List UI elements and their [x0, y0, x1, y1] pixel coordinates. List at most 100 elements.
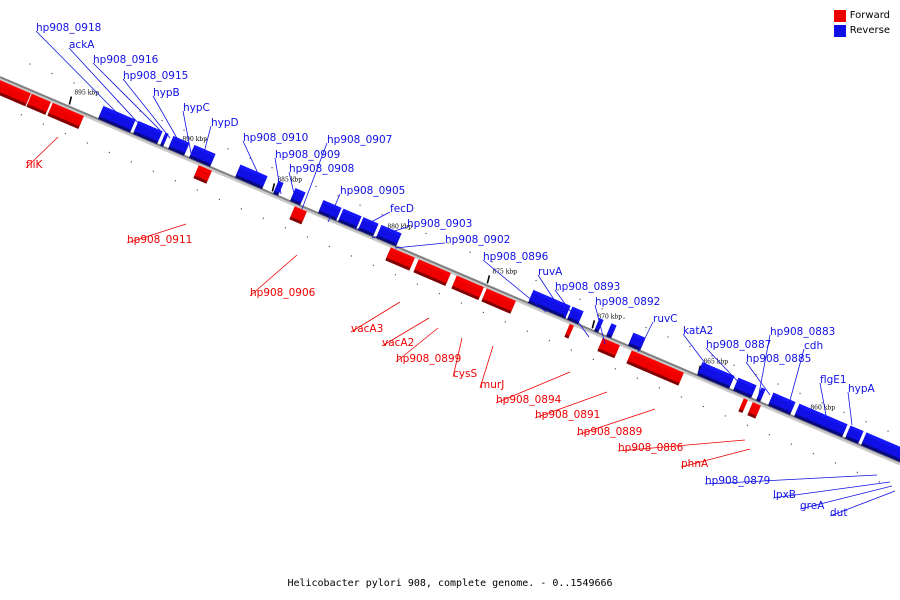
gene-highlight [610, 323, 617, 329]
gene-label-hp908-0887: hp908_0887 [706, 339, 771, 351]
leader-line [395, 327, 439, 363]
minor-tick [306, 236, 308, 238]
gene-label-dut: dut [830, 507, 847, 519]
gene-label-hypc: hypC [183, 102, 210, 114]
minor-tick [328, 245, 330, 248]
gene-highlight [798, 403, 848, 428]
minor-tick [394, 274, 396, 276]
leader-line [288, 171, 297, 203]
reverse-gene [845, 425, 864, 445]
minor-tick [557, 289, 559, 291]
gene-label-hp908-0892: hp908_0892 [595, 296, 660, 308]
reverse-gene [290, 188, 306, 206]
minor-tick [249, 157, 251, 159]
leader-line [249, 254, 298, 297]
kbp-label: 880 kbp [387, 223, 412, 230]
gene-label-acka: ackA [69, 39, 95, 51]
gene-label-hp908-0899: hp908_0899 [396, 353, 461, 365]
gene-body [27, 93, 51, 113]
forward-swatch [833, 9, 846, 22]
minor-tick [20, 114, 22, 116]
kbp-label: 865 kbp [703, 359, 728, 366]
kbp-label: 860 kbp [810, 404, 835, 411]
gene-label-hp908-0891: hp908_0891 [535, 409, 600, 421]
scale-tick [591, 320, 596, 329]
minor-tick [812, 452, 814, 455]
gene-highlight [601, 338, 620, 349]
gene-label-hp908-0918: hp908_0918 [36, 22, 101, 34]
minor-tick [460, 302, 462, 304]
gene-label-kata2: katA2 [683, 325, 713, 337]
gene-highlight [0, 79, 31, 97]
leader-line [847, 391, 853, 426]
leader-line [201, 125, 212, 161]
minor-tick [337, 195, 339, 197]
gene-label-hp908-0883: hp908_0883 [770, 326, 835, 338]
minor-tick [350, 255, 352, 257]
leader-line [495, 371, 571, 404]
gene-body [0, 79, 31, 104]
reverse-gene [273, 180, 284, 196]
reverse-gene [376, 224, 402, 247]
gene-labels: hp908_0918ackAhp908_0916hp908_0915hypBhy… [26, 22, 876, 519]
reverse-gene [756, 387, 766, 403]
gene-highlight [532, 289, 571, 309]
gene-label-hp908-0902: hp908_0902 [445, 234, 510, 246]
forward-gene [0, 79, 31, 107]
gene-body [386, 247, 415, 268]
gene-label-flik: fliK [26, 159, 44, 171]
minor-tick [887, 430, 889, 432]
minor-tick [579, 298, 581, 300]
minor-tick [403, 223, 405, 225]
minor-tick [284, 227, 286, 229]
leader-line [25, 136, 59, 169]
leader-line [126, 223, 187, 244]
gene-label-ruvc: ruvC [653, 313, 678, 325]
gene-body [698, 362, 735, 387]
gene-body [319, 200, 342, 218]
forward-gene [451, 275, 484, 301]
kbp-label: 875 kbp [492, 268, 517, 275]
minor-tick [777, 383, 779, 385]
gene-highlight [294, 188, 306, 196]
minor-tick [658, 387, 660, 389]
reverse-gene [98, 106, 136, 133]
leader-line [452, 337, 463, 378]
minor-tick [843, 411, 845, 413]
gene-highlight [849, 425, 864, 434]
gene-label-hp908-0905: hp908_0905 [340, 185, 405, 197]
minor-tick [372, 264, 374, 266]
gene-body [795, 403, 848, 435]
minor-tick [702, 405, 704, 408]
gene-label-hp908-0908: hp908_0908 [289, 163, 354, 175]
forward-gene [738, 398, 748, 414]
gene-highlight [701, 362, 735, 379]
minor-tick [526, 330, 528, 332]
gene-highlight [417, 259, 451, 276]
forward-gene [47, 102, 84, 129]
minor-tick [570, 349, 572, 351]
leader-line [301, 142, 328, 210]
gene-highlight [172, 135, 190, 146]
gene-label-hypd: hypD [211, 117, 239, 129]
gene-highlight [51, 102, 84, 119]
minor-tick [482, 311, 484, 313]
leader-line [537, 274, 567, 319]
gene-body [134, 121, 163, 142]
minor-tick [139, 110, 141, 112]
kbp-label: 870 kbp [597, 313, 622, 320]
reverse-gene [861, 432, 900, 463]
minor-tick [636, 377, 638, 379]
gene-highlight [239, 164, 268, 179]
minor-tick [821, 402, 823, 404]
gene-label-hypb: hypB [153, 87, 180, 99]
minor-tick [447, 242, 449, 244]
gene-body [452, 275, 484, 298]
forward-gene [385, 247, 415, 271]
gene-highlight [293, 206, 307, 215]
gene-label-hp908-0894: hp908_0894 [496, 394, 562, 406]
legend: Forward Reverse [833, 8, 890, 38]
minor-tick [315, 185, 317, 188]
minor-tick [834, 462, 836, 464]
leader-line [704, 474, 878, 485]
